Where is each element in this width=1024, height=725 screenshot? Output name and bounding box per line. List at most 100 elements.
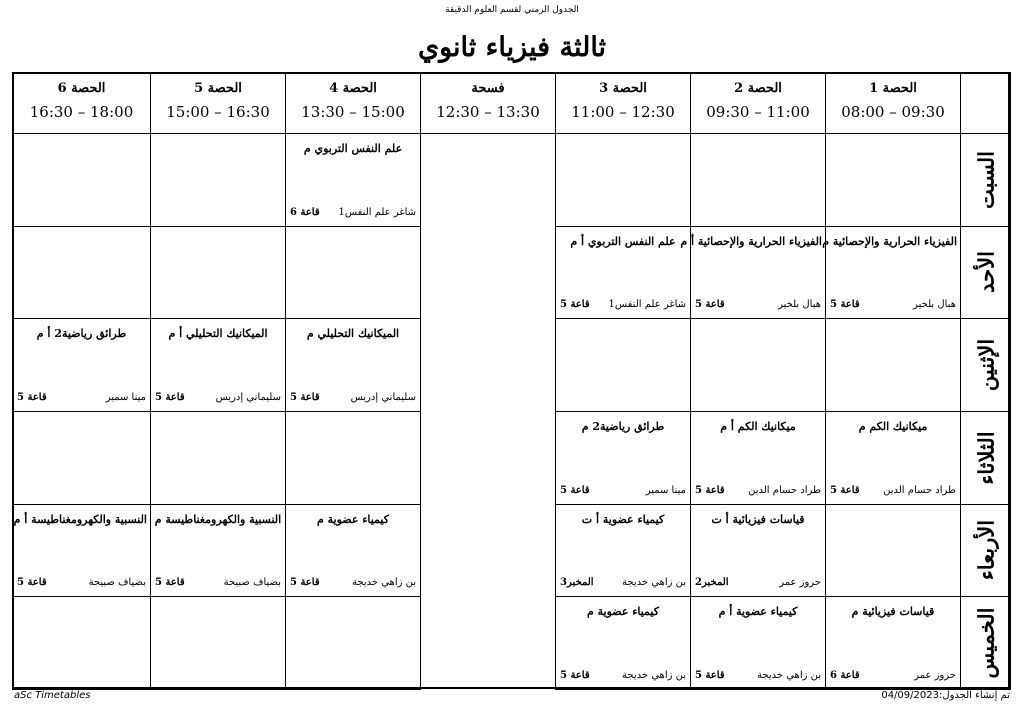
subject: علم النفس التربوي أ م bbox=[570, 234, 676, 248]
lesson-cell: الميكانيك التحليلي م سليماني إدريس قاعة 5 bbox=[285, 318, 421, 412]
room: قاعة 5 bbox=[560, 299, 590, 311]
subject: الميكانيك التحليلي م bbox=[306, 327, 400, 341]
lesson-cell: كيمياء عضوية أ ت بن زاهي خديجة المخبر3 bbox=[555, 503, 691, 598]
subject: قياسات فيزيائية أ ت bbox=[711, 512, 805, 526]
period-header: الحصة 3 11:00 – 12:30 bbox=[555, 72, 691, 134]
period-time: 13:30 – 15:00 bbox=[301, 103, 405, 121]
header-corner bbox=[960, 72, 1011, 134]
day-label: الإثنين bbox=[973, 338, 998, 392]
teacher: هبال بلخير bbox=[778, 299, 821, 311]
room: قاعة 5 bbox=[155, 577, 185, 589]
room: قاعة 5 bbox=[17, 391, 47, 403]
day-cell: الإثنين bbox=[960, 318, 1011, 412]
empty-cell bbox=[825, 503, 961, 598]
empty-cell bbox=[825, 133, 961, 227]
day-label: الخميس bbox=[973, 607, 998, 679]
subject: النسبية والكهرومغناطيسة أ م bbox=[13, 512, 147, 526]
teacher: بن زاهي خديجة bbox=[757, 669, 821, 681]
room: قاعة 5 bbox=[695, 669, 725, 681]
teacher: حروز عمر bbox=[914, 669, 956, 681]
empty-cell bbox=[690, 133, 826, 227]
room: المخبر2 bbox=[695, 577, 729, 589]
empty-cell bbox=[150, 596, 286, 690]
teacher: مينا سمير bbox=[105, 391, 146, 403]
teacher: طراد حسام الدين bbox=[748, 484, 821, 496]
teacher: سليماني إدريس bbox=[350, 391, 416, 403]
teacher: مينا سمير bbox=[645, 484, 686, 496]
teacher: حروز عمر bbox=[779, 577, 821, 589]
room: قاعة 6 bbox=[830, 669, 860, 681]
period-header: الحصة 6 16:30 – 18:00 bbox=[12, 72, 151, 134]
lesson-cell: طرائق رياضية2 أ م مينا سمير قاعة 5 bbox=[12, 318, 151, 412]
lesson-cell: ميكانيك الكم أ م طراد حسام الدين قاعة 5 bbox=[690, 411, 826, 505]
subject: النسبية والكهرومغناطيسة م bbox=[154, 512, 282, 526]
teacher: بن زاهي خديجة bbox=[622, 669, 686, 681]
day-cell: الأحد bbox=[960, 225, 1011, 320]
title: ثالثة فيزياء ثانوي bbox=[417, 32, 607, 63]
day-label: الأحد bbox=[973, 251, 998, 294]
subject: قياسات فيزيائية م bbox=[851, 605, 935, 619]
period-time: 08:00 – 09:30 bbox=[841, 103, 945, 121]
empty-cell bbox=[150, 411, 286, 505]
lesson-cell: النسبية والكهرومغناطيسة م بضياف صبيحة قاعة… bbox=[150, 503, 286, 598]
empty-cell bbox=[12, 596, 151, 690]
subject: الميكانيك التحليلي أ م bbox=[168, 327, 268, 341]
room: المخبر3 bbox=[560, 577, 594, 589]
subject: ميكانيك الكم أ م bbox=[720, 420, 796, 433]
period-name: الحصة 6 bbox=[57, 81, 106, 96]
empty-cell bbox=[555, 133, 691, 227]
subject: طرائق رياضية2 م bbox=[581, 420, 665, 433]
break-column bbox=[420, 133, 556, 689]
room: قاعة 5 bbox=[830, 299, 860, 311]
teacher: بن زاهي خديجة bbox=[622, 577, 686, 589]
empty-cell bbox=[12, 225, 151, 320]
teacher: سليماني إدريس bbox=[215, 391, 281, 403]
empty-cell bbox=[555, 318, 691, 412]
empty-cell bbox=[285, 411, 421, 505]
lesson-cell: النسبية والكهرومغناطيسة أ م بضياف صبيحة قا… bbox=[12, 503, 151, 598]
lesson-cell: علم النفس التربوي م شاغر علم النفس1 قاعة 6 bbox=[285, 133, 421, 227]
teacher: شاغر علم النفس1 bbox=[338, 206, 417, 218]
room: قاعة 5 bbox=[290, 577, 320, 589]
day-cell: السبت bbox=[960, 133, 1011, 227]
subject: الفيزياء الحرارية والإحصائية م bbox=[822, 234, 957, 248]
room: قاعة 5 bbox=[560, 484, 590, 496]
subject: كيمياء عضوية أ ت bbox=[581, 512, 665, 526]
period-name: الحصة 1 bbox=[869, 81, 917, 96]
software-credit: aSc Timetables bbox=[14, 690, 91, 701]
caption: الجدول الزمني لقسم العلوم الدقيقة bbox=[445, 5, 579, 15]
period-name: الحصة 2 bbox=[734, 81, 782, 96]
subject: علم النفس التربوي م bbox=[303, 142, 403, 155]
subject: طرائق رياضية2 أ م bbox=[36, 327, 127, 341]
teacher: بن زاهي خديجة bbox=[352, 577, 416, 589]
day-label: الثلاثاء bbox=[973, 431, 998, 485]
room: قاعة 5 bbox=[290, 391, 320, 403]
lesson-cell: ميكانيك الكم م طراد حسام الدين قاعة 5 bbox=[825, 411, 961, 505]
lesson-cell: الفيزياء الحرارية والإحصائية أ م هبال بلخ… bbox=[680, 225, 826, 320]
empty-cell bbox=[825, 318, 961, 412]
empty-cell bbox=[150, 225, 286, 320]
subject: ميكانيك الكم م bbox=[858, 420, 928, 433]
room: قاعة 5 bbox=[560, 669, 590, 681]
room: قاعة 5 bbox=[17, 577, 47, 589]
teacher: بضياف صبيحة bbox=[88, 577, 146, 589]
day-label: الأربعاء bbox=[973, 520, 998, 581]
teacher: هبال بلخير bbox=[913, 299, 956, 311]
day-cell: الثلاثاء bbox=[960, 411, 1011, 505]
empty-cell bbox=[690, 318, 826, 412]
break-header: فسحة 12:30 – 13:30 bbox=[420, 72, 556, 134]
day-label: السبت bbox=[973, 150, 998, 209]
period-time: 16:30 – 18:00 bbox=[29, 103, 134, 121]
subject: الفيزياء الحرارية والإحصائية أ م bbox=[680, 234, 822, 248]
period-header: الحصة 4 13:30 – 15:00 bbox=[285, 72, 421, 134]
subject: كيمياء عضوية م bbox=[587, 605, 659, 619]
empty-cell bbox=[285, 596, 421, 690]
day-cell: الأربعاء bbox=[960, 503, 1011, 598]
empty-cell bbox=[285, 225, 421, 320]
period-header: الحصة 2 09:30 – 11:00 bbox=[690, 72, 826, 134]
lesson-cell: كيمياء عضوية أ م بن زاهي خديجة قاعة 5 bbox=[690, 596, 826, 690]
empty-cell bbox=[150, 133, 286, 227]
subject: كيمياء عضوية م bbox=[317, 512, 389, 526]
room: قاعة 5 bbox=[155, 391, 185, 403]
